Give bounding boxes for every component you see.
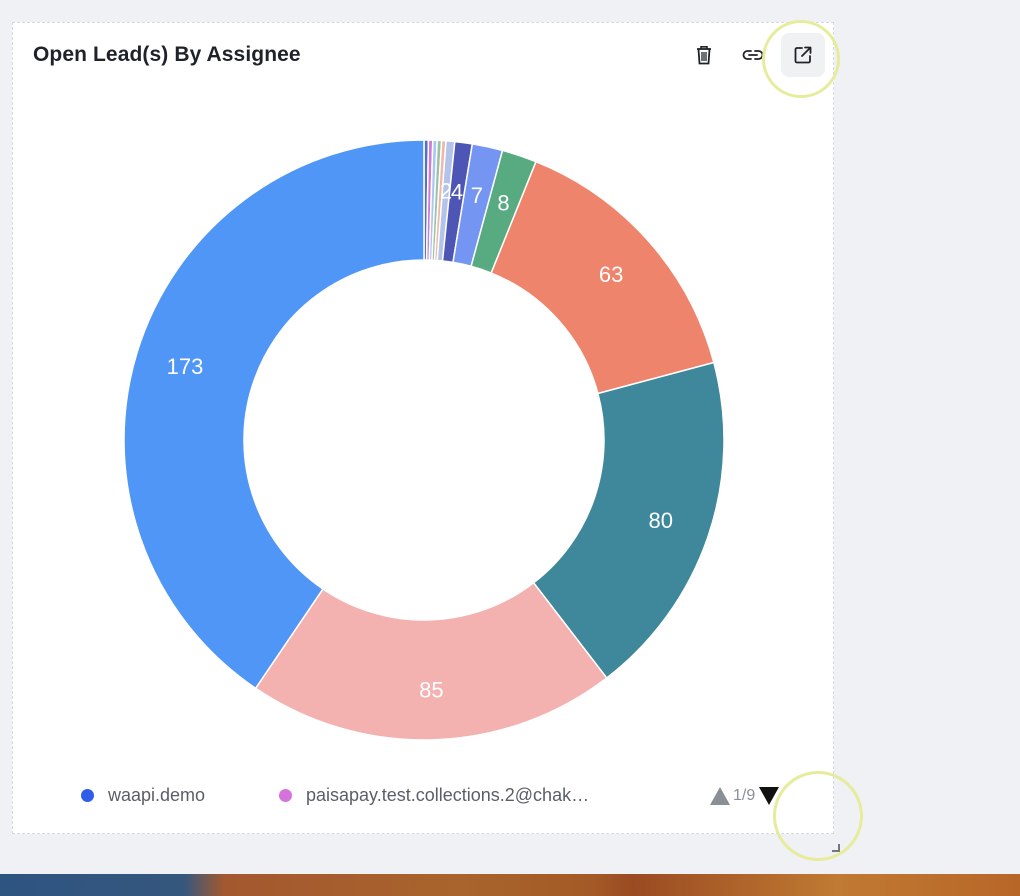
resize-handle-icon[interactable]	[831, 843, 841, 853]
legend-marker	[279, 789, 292, 802]
legend-page-indicator: 1/9	[733, 787, 756, 804]
chart-legend: waapi.demo paisapay.test.collections.2@c…	[13, 785, 847, 815]
chart-title: Open Lead(s) By Assignee	[33, 43, 301, 66]
legend-label: paisapay.test.collections.2@chak…	[306, 785, 590, 805]
slice-value-label-7: 7	[471, 183, 483, 208]
legend-item-1[interactable]: paisapay.test.collections.2@chak…	[279, 785, 589, 806]
delete-button[interactable]	[682, 33, 726, 77]
donut-slice-12[interactable]	[123, 139, 425, 690]
slice-value-label-9: 63	[599, 262, 623, 287]
legend-item-0[interactable]: waapi.demo	[81, 785, 205, 806]
legend-marker	[81, 789, 94, 802]
legend-prev-page-icon[interactable]	[710, 787, 730, 805]
donut-slice-11[interactable]	[254, 581, 608, 741]
slice-value-label-6: 4	[451, 180, 463, 205]
legend-label: waapi.demo	[108, 785, 206, 805]
slice-value-label-5: 2	[440, 178, 452, 203]
trash-icon	[697, 46, 711, 65]
slice-value-label-8: 8	[497, 190, 509, 215]
donut-slice-9[interactable]	[490, 160, 715, 395]
external-link-icon	[794, 46, 812, 64]
desktop-background	[0, 874, 1020, 896]
donut-slice-10[interactable]	[532, 361, 725, 680]
open-external-button[interactable]	[781, 33, 825, 77]
slice-value-label-11: 85	[419, 677, 443, 702]
slice-value-label-10: 80	[648, 508, 672, 533]
slice-value-label-12: 173	[167, 354, 204, 379]
donut-chart: 24 7 8 63 80 85 173	[123, 139, 725, 741]
